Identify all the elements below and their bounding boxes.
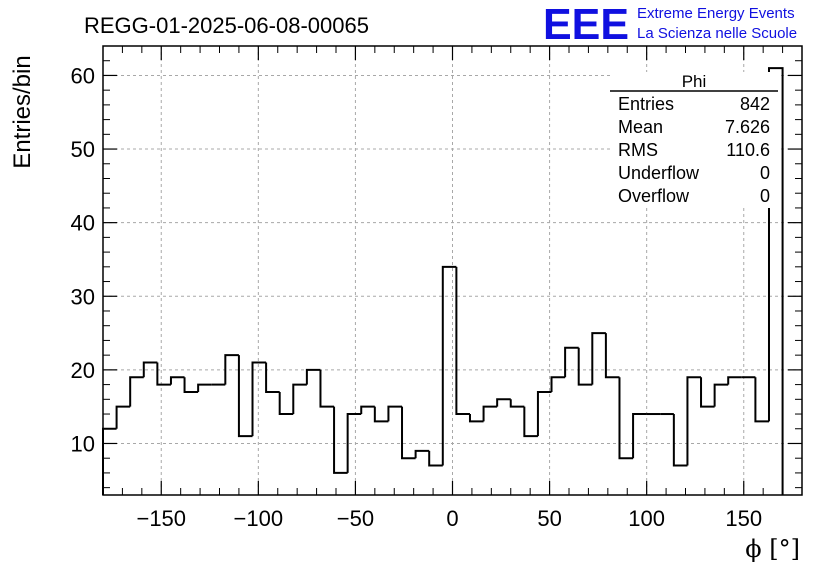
- x-tick-label: 100: [628, 506, 665, 531]
- histogram-bin: [292, 383, 307, 415]
- stats-row-label: Entries: [618, 94, 674, 114]
- x-tick-label: 0: [446, 506, 458, 531]
- stats-row-value: 110.6: [726, 140, 770, 160]
- stats-box: Phi Entries 842 Mean 7.626 RMS 110.6 Underflow…: [610, 72, 778, 208]
- histogram-bin: [632, 413, 647, 459]
- logo-line-2: La Scienza nelle Scuole: [637, 25, 797, 42]
- histogram-bin: [496, 398, 511, 407]
- histogram-bin: [414, 449, 430, 459]
- histogram-bin: [401, 406, 416, 460]
- histogram-bin: [564, 346, 579, 378]
- histogram-bin: [237, 355, 253, 438]
- histogram-bin: [115, 405, 131, 429]
- y-tick-label: 50: [71, 137, 95, 162]
- histogram-bin: [333, 406, 348, 474]
- stats-box-background: [610, 72, 778, 208]
- y-tick-label: 20: [71, 358, 95, 383]
- x-tick-label: −150: [136, 506, 186, 531]
- histogram-bin: [686, 376, 702, 466]
- x-tick-label: −100: [234, 506, 284, 531]
- histogram-bin: [604, 333, 620, 379]
- histogram-bin: [319, 369, 335, 408]
- stats-row-label: Underflow: [618, 163, 700, 183]
- histogram-bin: [700, 377, 715, 408]
- histogram-bin: [102, 427, 117, 495]
- histogram-bin: [360, 405, 375, 415]
- histogram-bin: [523, 406, 538, 438]
- stats-rows: Entries 842 Mean 7.626 RMS 110.6 Underflow 0 Ove…: [618, 94, 770, 206]
- stats-row-value: 0: [760, 186, 770, 206]
- histogram-bin: [129, 376, 144, 407]
- chart-title: REGG-01-2025-06-08-00065: [84, 13, 369, 38]
- stats-row-value: 7.626: [725, 117, 770, 137]
- x-tick-label: −50: [337, 506, 374, 531]
- histogram-bin: [197, 383, 212, 392]
- histogram-bin: [536, 390, 552, 437]
- histogram-bin: [550, 376, 566, 392]
- stats-row-value: 0: [760, 163, 770, 183]
- histogram-bin: [767, 67, 784, 495]
- y-axis-label: Entries/bin: [9, 55, 36, 168]
- histogram-bin: [346, 413, 362, 473]
- histogram-bin: [509, 399, 525, 408]
- histogram-bin: [251, 361, 267, 437]
- stats-row-label: Mean: [618, 117, 663, 137]
- histogram-bin: [265, 362, 280, 393]
- histogram-bin: [169, 376, 185, 385]
- histogram-bin: [672, 414, 688, 467]
- histogram-bin: [468, 414, 484, 423]
- histogram-bin: [183, 377, 199, 393]
- histogram-bin: [618, 377, 634, 460]
- histogram-bin: [387, 405, 403, 422]
- histogram-bin: [428, 450, 443, 467]
- y-tick-label: 10: [71, 431, 95, 456]
- y-tick-label: 60: [71, 63, 95, 88]
- histogram-bin: [754, 377, 769, 423]
- histogram-bin: [591, 332, 606, 385]
- logo-line-1: Extreme Energy Events: [637, 5, 795, 22]
- histogram-bin: [156, 362, 171, 386]
- y-tick-label: 30: [71, 284, 95, 309]
- stats-row-label: RMS: [618, 140, 658, 160]
- x-axis-label: ϕ [°]: [745, 535, 800, 563]
- histogram-bin: [727, 376, 742, 385]
- stats-row-value: 842: [740, 94, 770, 114]
- x-tick-label: 50: [537, 506, 561, 531]
- logo-mark: EEE: [543, 0, 629, 49]
- histogram-bin: [142, 361, 158, 378]
- axes: −150 −100 −50 0 50 100 150 10 20 30 40 50 60: [71, 45, 803, 531]
- histogram-bin: [305, 368, 321, 385]
- eee-logo: EEE Extreme Energy Events La Scienza nel…: [543, 0, 797, 49]
- histogram-bin: [482, 405, 498, 422]
- histogram-bin: [441, 265, 457, 466]
- histogram-bin: [713, 383, 729, 407]
- x-tick-label: 150: [725, 506, 762, 531]
- histogram-bin: [373, 406, 389, 423]
- histogram-bin: [577, 347, 593, 386]
- stats-row-label: Overflow: [618, 186, 690, 206]
- histogram-bin: [455, 266, 470, 416]
- y-tick-label: 40: [71, 211, 95, 236]
- histogram-bin: [278, 391, 294, 416]
- histogram-bin: [224, 354, 239, 385]
- stats-title: Phi: [682, 72, 707, 91]
